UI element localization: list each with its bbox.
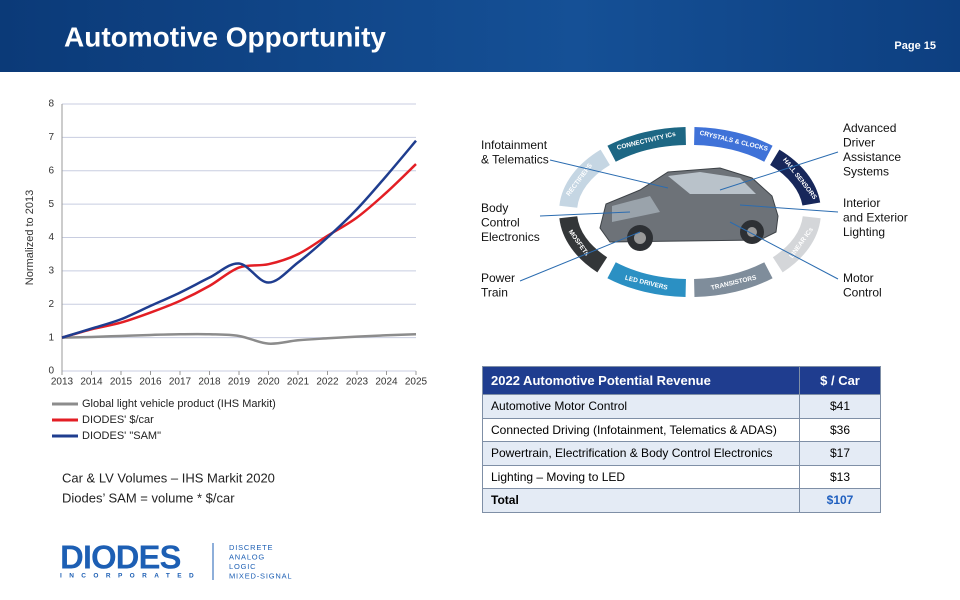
callout-label: Infotainment	[481, 138, 548, 152]
y-tick-label: 2	[48, 299, 54, 310]
y-tick-label: 0	[48, 366, 54, 377]
x-tick-label: 2021	[287, 377, 310, 388]
table-cell: $13	[799, 464, 881, 489]
logo: DIODES	[60, 539, 181, 576]
x-tick-label: 2020	[257, 377, 280, 388]
x-tick-label: 2025	[405, 377, 428, 388]
y-tick-label: 3	[48, 266, 54, 277]
callout-label: Interior	[843, 196, 880, 210]
y-tick-label: 1	[48, 332, 54, 343]
table-cell: Lighting – Moving to LED	[482, 464, 800, 489]
callout-label: Assistance	[843, 150, 901, 164]
y-tick-label: 5	[48, 199, 54, 210]
header-cell: $ / Car	[799, 366, 881, 395]
table-row: Total $107	[482, 488, 881, 513]
slide-title: Automotive Opportunity	[64, 21, 386, 52]
header-cell: 2022 Automotive Potential Revenue	[482, 366, 800, 395]
table-row: Automotive Motor Control $41	[482, 394, 881, 419]
callout-label: Power	[481, 271, 515, 285]
table-row: Powertrain, Electrification & Body Contr…	[482, 441, 881, 466]
footer-logo: DIODES INCORPORATED	[60, 539, 214, 580]
ring-segment	[607, 127, 687, 162]
x-tick-label: 2024	[375, 377, 398, 388]
callout-label: Body	[481, 201, 508, 215]
ring-segment	[559, 149, 611, 209]
table-row: Lighting – Moving to LED $13	[482, 464, 881, 489]
note: Car & LV Volumes – IHS Markit 2020	[62, 470, 275, 485]
table-cell: $36	[799, 417, 881, 442]
callout-label: Control	[481, 216, 520, 230]
legend-label: Global light vehicle product (IHS Markit…	[82, 398, 276, 410]
callout-label: Advanced	[843, 121, 896, 135]
callout-label: Train	[481, 286, 508, 300]
ring-segment	[607, 262, 687, 297]
leader-line	[519, 231, 641, 282]
leader-line	[729, 221, 839, 280]
x-tick-label: 2019	[228, 377, 251, 388]
table-row: Connected Driving (Infotainment, Telemat…	[482, 417, 881, 442]
leader-line	[719, 151, 839, 191]
x-tick-label: 2016	[139, 377, 162, 388]
page-number: Page 15	[894, 40, 936, 52]
ring-segment	[769, 149, 821, 206]
y-tick-label: 4	[48, 232, 54, 243]
y-tick-label: 8	[48, 99, 54, 110]
table-cell: Powertrain, Electrification & Body Contr…	[482, 441, 800, 466]
legend-label: DIODES' $/car	[82, 414, 154, 426]
tagline: LOGIC	[229, 562, 256, 571]
x-tick-label: 2023	[346, 377, 369, 388]
table-cell: Total	[482, 488, 800, 513]
x-tick-label: 2017	[169, 377, 192, 388]
legend-label: DIODES' "SAM"	[82, 430, 161, 442]
ring-segment	[693, 262, 773, 297]
car-illustration	[599, 167, 779, 251]
leader-line	[539, 211, 631, 217]
x-tick-label: 2013	[51, 377, 74, 388]
callout-label: Control	[843, 286, 882, 300]
logo-sub: INCORPORATED	[60, 573, 201, 580]
note: Diodes’ SAM = volume * $/car	[62, 490, 235, 505]
leader-line	[739, 204, 839, 213]
series-line	[61, 163, 417, 339]
ring-segment	[693, 127, 773, 162]
series-line	[61, 332, 417, 345]
callout-label: & Telematics	[481, 153, 549, 167]
revenue-table: 2022 Automotive Potential Revenue $ / Ca…	[482, 366, 881, 513]
table-cell: Automotive Motor Control	[482, 394, 800, 419]
y-tick-label: 7	[48, 132, 54, 143]
ring-segment	[559, 215, 608, 273]
table-cell: $107	[799, 488, 881, 513]
x-tick-label: 2014	[80, 377, 103, 388]
x-tick-label: 2022	[316, 377, 339, 388]
tagline: ANALOG	[229, 552, 265, 561]
x-tick-label: 2015	[110, 377, 133, 388]
y-tick-label: 6	[48, 165, 54, 176]
table-header: 2022 Automotive Potential Revenue $ / Ca…	[482, 366, 881, 395]
callout-label: and Exterior	[843, 211, 908, 225]
tagline: DISCRETE	[229, 543, 273, 552]
table-cell: $41	[799, 394, 881, 419]
callout-label: Motor	[843, 271, 874, 285]
header-band	[0, 0, 960, 72]
callout-label: Electronics	[481, 230, 540, 244]
callout-label: Driver	[843, 136, 875, 150]
table-cell: Connected Driving (Infotainment, Telemat…	[482, 417, 800, 442]
callout-label: Systems	[843, 165, 889, 179]
callout-label: Lighting	[843, 225, 885, 239]
x-tick-label: 2018	[198, 377, 221, 388]
tagline: MIXED-SIGNAL	[229, 571, 292, 580]
ring-segment	[772, 215, 821, 273]
series-line	[61, 139, 417, 339]
leader-line	[549, 159, 669, 189]
table-cell: $17	[799, 441, 881, 466]
y-axis-label: Normalized to 2013	[24, 190, 36, 285]
